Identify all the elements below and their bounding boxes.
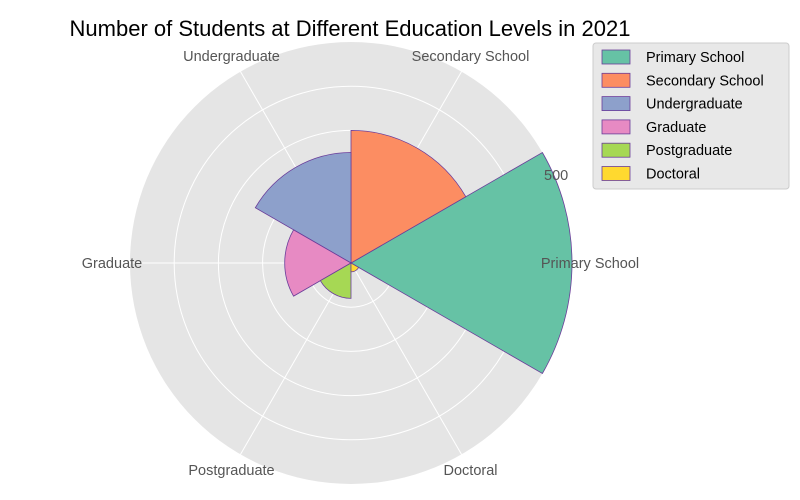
- legend-swatch-graduate: [601, 119, 631, 135]
- legend-swatch-undergraduate: [601, 96, 631, 111]
- angular-tick-labels: Primary School Secondary School Undergradu…: [82, 49, 639, 479]
- grid-spoke: [240, 262, 352, 455]
- angular-tick-undergraduate: Undergraduate: [183, 49, 280, 65]
- legend-swatch-postgraduate: [601, 142, 631, 158]
- legend-swatch-doctoral: [601, 166, 631, 181]
- legend: Primary School Secondary School Undergradu…: [592, 42, 790, 190]
- legend-swatch-secondary-school: [601, 72, 631, 88]
- polar-bars: [254, 129, 573, 375]
- bar-doctoral: [350, 262, 360, 273]
- chart-title: Number of Students at Different Educatio…: [70, 16, 631, 41]
- legend-label-doctoral: Doctoral: [646, 167, 700, 183]
- bar-secondary-school: [350, 129, 467, 264]
- legend-label-primary-school: Primary School: [646, 50, 744, 66]
- angular-tick-doctoral: Doctoral: [444, 463, 498, 479]
- legend-label-undergraduate: Undergraduate: [646, 97, 743, 113]
- grid-spoke: [350, 262, 462, 455]
- angular-tick-graduate: Graduate: [82, 256, 142, 272]
- legend-swatch-primary-school: [601, 49, 631, 65]
- angular-tick-primary-school: Primary School: [541, 256, 639, 272]
- bar-graduate: [284, 229, 352, 297]
- bar-primary-school: [350, 151, 573, 375]
- bar-undergraduate: [254, 152, 352, 264]
- angular-tick-secondary-school: Secondary School: [412, 49, 530, 65]
- legend-label-graduate: Graduate: [646, 120, 706, 136]
- bar-postgraduate: [319, 262, 352, 299]
- legend-label-secondary-school: Secondary School: [646, 73, 764, 89]
- angular-tick-postgraduate: Postgraduate: [188, 463, 274, 479]
- legend-frame: [592, 42, 790, 190]
- radial-tick-label: 500: [544, 168, 568, 184]
- legend-label-postgraduate: Postgraduate: [646, 143, 732, 159]
